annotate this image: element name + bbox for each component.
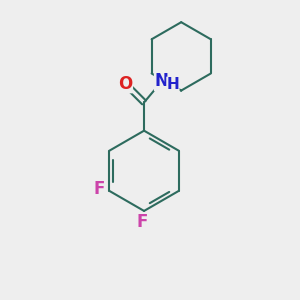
Text: N: N <box>155 73 169 91</box>
Text: F: F <box>93 180 105 198</box>
Text: F: F <box>137 213 148 231</box>
Text: O: O <box>118 74 132 92</box>
Text: H: H <box>167 77 179 92</box>
